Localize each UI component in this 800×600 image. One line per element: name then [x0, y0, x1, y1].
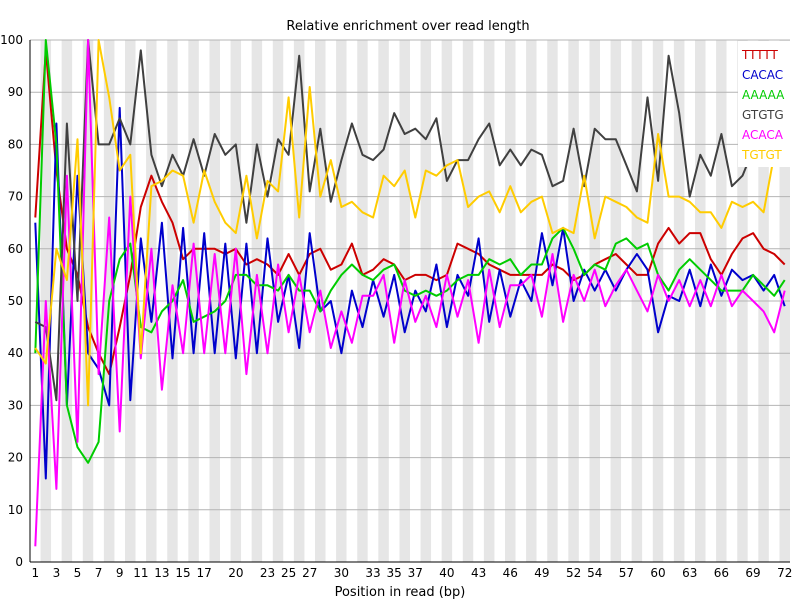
legend-box [738, 41, 790, 167]
x-tick-label: 57 [619, 566, 634, 580]
x-tick-label: 37 [408, 566, 423, 580]
series-lines [34, 39, 786, 547]
series-line-cacac [34, 106, 786, 480]
x-tick-label: 72 [777, 566, 792, 580]
x-tick-label: 17 [197, 566, 212, 580]
x-tick-label: 27 [302, 566, 317, 580]
legend-entry-gtgtg: GTGTG [742, 108, 784, 122]
legend-entry-acaca: ACACA [742, 128, 784, 142]
x-tick-label: 7 [95, 566, 103, 580]
series-line-tgtgt [34, 39, 786, 407]
y-tick-label: 10 [8, 503, 23, 517]
series-line-acaca [34, 39, 786, 547]
y-tick-label: 40 [8, 346, 23, 360]
x-tick-label: 23 [260, 566, 275, 580]
legend: TTTTT CACAC AAAAA GTGTG ACACA TGTGT [738, 41, 790, 167]
x-tick-label: 15 [175, 566, 190, 580]
x-tick-label: 1 [31, 566, 39, 580]
x-axis: 1 3 5 7 9 11 13 15 17 20 23 25 27 30 33 35 37 40 43 46 49 52 5… [30, 561, 792, 580]
x-tick-label: 30 [334, 566, 349, 580]
legend-entry-tgtgt: TGTGT [741, 148, 782, 162]
y-tick-label: 20 [8, 451, 23, 465]
x-tick-label: 46 [503, 566, 518, 580]
x-tick-label: 20 [228, 566, 243, 580]
y-tick-label: 100 [0, 33, 23, 47]
y-tick-label: 60 [8, 242, 23, 256]
x-tick-label: 3 [53, 566, 61, 580]
x-tick-label: 60 [650, 566, 665, 580]
y-tick-label: 30 [8, 398, 23, 412]
x-tick-label: 63 [682, 566, 697, 580]
x-tick-label: 40 [439, 566, 454, 580]
x-tick-label: 52 [566, 566, 581, 580]
x-tick-label: 25 [281, 566, 296, 580]
y-tick-label: 0 [15, 555, 23, 569]
y-tick-label: 70 [8, 190, 23, 204]
legend-entry-ttttt: TTTTT [741, 48, 778, 62]
legend-entry-cacac: CACAC [742, 68, 783, 82]
y-axis: 0 10 20 30 40 50 60 70 80 90 100 [0, 33, 31, 569]
x-tick-label: 33 [365, 566, 380, 580]
series-line-ttttt [34, 49, 786, 376]
x-tick-label: 35 [387, 566, 402, 580]
x-tick-label: 13 [154, 566, 169, 580]
x-tick-label: 69 [745, 566, 760, 580]
x-tick-label: 49 [534, 566, 549, 580]
x-tick-label: 54 [587, 566, 602, 580]
x-axis-label: Position in read (bp) [335, 585, 466, 600]
legend-entry-aaaaa: AAAAA [742, 88, 785, 102]
chart-title: Relative enrichment over read length [286, 19, 529, 34]
x-tick-label: 11 [133, 566, 148, 580]
x-tick-label: 5 [74, 566, 82, 580]
y-tick-label: 90 [8, 85, 23, 99]
x-tick-label: 43 [471, 566, 486, 580]
x-tick-label: 66 [714, 566, 729, 580]
y-tick-label: 80 [8, 137, 23, 151]
x-tick-label: 9 [116, 566, 124, 580]
y-tick-label: 50 [8, 294, 23, 308]
